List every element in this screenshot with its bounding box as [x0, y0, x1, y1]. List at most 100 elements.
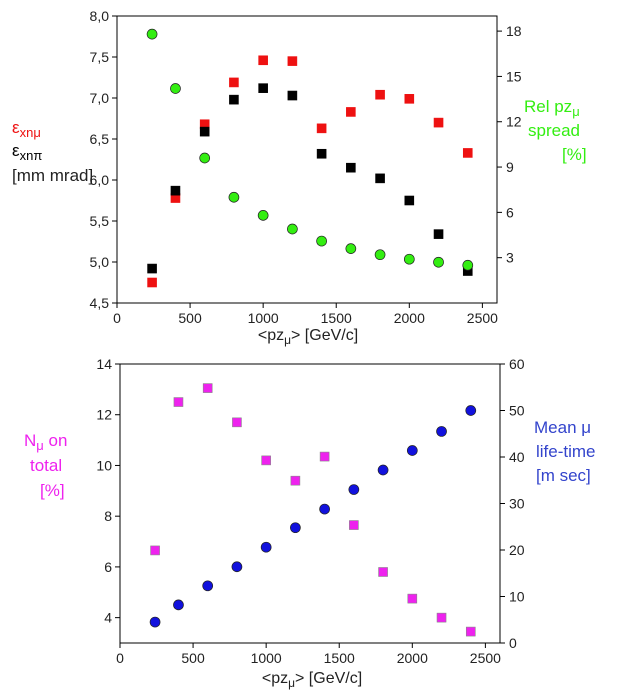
data-point-square-s0 [150, 545, 160, 556]
svg-text:[%]: [%] [40, 481, 65, 500]
y-right-tick-label: 12 [506, 114, 522, 130]
x-tick-label: 500 [178, 310, 202, 326]
data-point-circle-s1 [348, 484, 360, 495]
y-right-tick-label: 9 [506, 159, 514, 175]
x-tick-label: 2500 [467, 310, 498, 326]
data-point-square-s0 [147, 277, 157, 288]
svg-text:εxnπ: εxnπ [12, 141, 42, 163]
y-left-tick-label: 14 [96, 356, 112, 372]
data-point-square-s0 [407, 593, 418, 604]
data-point-square-s0 [349, 520, 359, 530]
svg-text:εxnμ: εxnμ [12, 118, 41, 140]
data-point-square-s0 [316, 123, 327, 134]
y-right-tick-label: 40 [509, 449, 525, 465]
data-point-circle-s1 [436, 426, 447, 437]
x-tick-label: 2000 [397, 650, 428, 666]
data-point-square-s1 [229, 94, 239, 105]
y-right-tick-label: 15 [506, 68, 522, 84]
y-right-tick-label: 20 [509, 542, 525, 558]
y-left-tick-label: 8,0 [90, 8, 110, 24]
data-point-circle-s2 [199, 152, 211, 164]
y-left-tick-label: 10 [96, 457, 112, 473]
x-axis-ticks: 0 500 1000 1500 2000 2500 [116, 643, 501, 666]
data-point-square-s1 [346, 162, 356, 173]
chart-muon-fraction-lifetime: 0 500 1000 1500 2000 2500 4 6 8 10 12 14 0 10 20 30 40… [24, 356, 596, 690]
data-point-circle-s1 [377, 464, 389, 476]
svg-text:[m sec]: [m sec] [536, 466, 591, 485]
data-point-circle-s2 [146, 28, 158, 40]
data-point-square-s0 [287, 56, 298, 66]
x-tick-label: 1500 [321, 310, 352, 326]
svg-text:Mean μ: Mean μ [534, 418, 591, 437]
x-axis-label: <pzμ> [GeV/c] [258, 327, 358, 347]
x-tick-label: 1000 [251, 650, 282, 666]
data-point-square-s0 [202, 383, 213, 393]
data-point-square-s1 [170, 185, 181, 196]
data-point-circle-s2 [287, 223, 298, 235]
data-point-square-s0 [378, 567, 388, 577]
data-point-circle-s2 [170, 83, 181, 94]
y-right-tick-label: 10 [509, 589, 525, 605]
data-points [149, 383, 477, 637]
y-left-tick-label: 6,0 [90, 172, 110, 188]
y-right-tick-label: 50 [509, 403, 525, 419]
plot-frame [116, 15, 498, 304]
data-point-square-s0 [346, 107, 356, 117]
y-left-tick-label: 8 [104, 508, 112, 524]
data-point-square-s0 [319, 451, 330, 462]
data-point-circle-s2 [345, 243, 357, 254]
data-point-square-s0 [462, 148, 473, 158]
data-point-square-s1 [199, 126, 210, 137]
data-point-square-s0 [290, 475, 301, 486]
data-point-square-s1 [316, 148, 327, 159]
data-point-square-s1 [287, 90, 298, 101]
y-right-tick-label: 0 [509, 635, 517, 651]
data-point-circle-s2 [316, 235, 327, 247]
y-left-axis-label: Nμ on total [%] [24, 431, 67, 500]
data-point-circle-s1 [231, 561, 243, 573]
data-point-circle-s1 [260, 541, 272, 553]
data-point-circle-s1 [406, 445, 418, 456]
x-tick-label: 1500 [324, 650, 355, 666]
y-left-tick-label: 4,5 [90, 295, 110, 311]
data-point-square-s0 [229, 77, 239, 88]
x-axis-label: <pzμ> [GeV/c] [262, 670, 362, 690]
svg-text:Nμ on: Nμ on [24, 431, 67, 453]
x-axis-ticks: 0 500 1000 1500 2000 2500 [113, 303, 498, 326]
y-left-tick-label: 5,5 [90, 213, 110, 229]
y-left-tick-label: 7,5 [90, 49, 110, 65]
y-right-tick-label: 6 [506, 204, 514, 220]
data-point-square-s1 [433, 229, 444, 239]
y-left-tick-label: 12 [96, 407, 112, 423]
data-point-circle-s1 [173, 599, 184, 611]
y-right-axis-ticks: 3 6 9 12 15 18 [497, 23, 522, 266]
data-point-circle-s2 [257, 210, 269, 221]
y-left-tick-label: 7,0 [90, 90, 110, 106]
x-tick-label: 500 [181, 650, 205, 666]
data-point-circle-s1 [465, 405, 477, 416]
data-point-circle-s2 [403, 253, 415, 265]
data-point-square-s1 [404, 195, 415, 206]
data-point-square-s0 [433, 117, 444, 128]
x-tick-label: 2000 [394, 310, 425, 326]
y-right-axis-label: Rel pzμ spread [%] [524, 97, 587, 164]
y-right-tick-label: 30 [509, 496, 525, 512]
y-left-tick-label: 6 [104, 559, 112, 575]
y-left-axis-ticks: 4 6 8 10 12 14 [96, 356, 120, 626]
data-point-square-s0 [436, 612, 447, 623]
data-point-circle-s2 [374, 249, 386, 261]
y-right-axis-label: Mean μ life-time [m sec] [534, 418, 596, 485]
svg-text:life-time: life-time [536, 442, 596, 461]
y-left-tick-label: 5,0 [90, 254, 110, 270]
y-left-axis-ticks: 4,5 5,0 5,5 6,0 6,5 7,0 7,5 8,0 [90, 8, 117, 311]
data-point-square-s0 [173, 397, 184, 407]
x-tick-label: 2500 [470, 650, 501, 666]
data-point-square-s0 [258, 55, 268, 66]
svg-text:Rel pzμ: Rel pzμ [524, 97, 580, 119]
data-point-square-s0 [375, 89, 385, 100]
data-point-square-s1 [258, 83, 268, 93]
y-left-axis-label: εxnμ εxnπ [mm mrad] [12, 118, 93, 185]
data-point-circle-s1 [290, 522, 301, 534]
data-point-square-s0 [261, 455, 271, 466]
